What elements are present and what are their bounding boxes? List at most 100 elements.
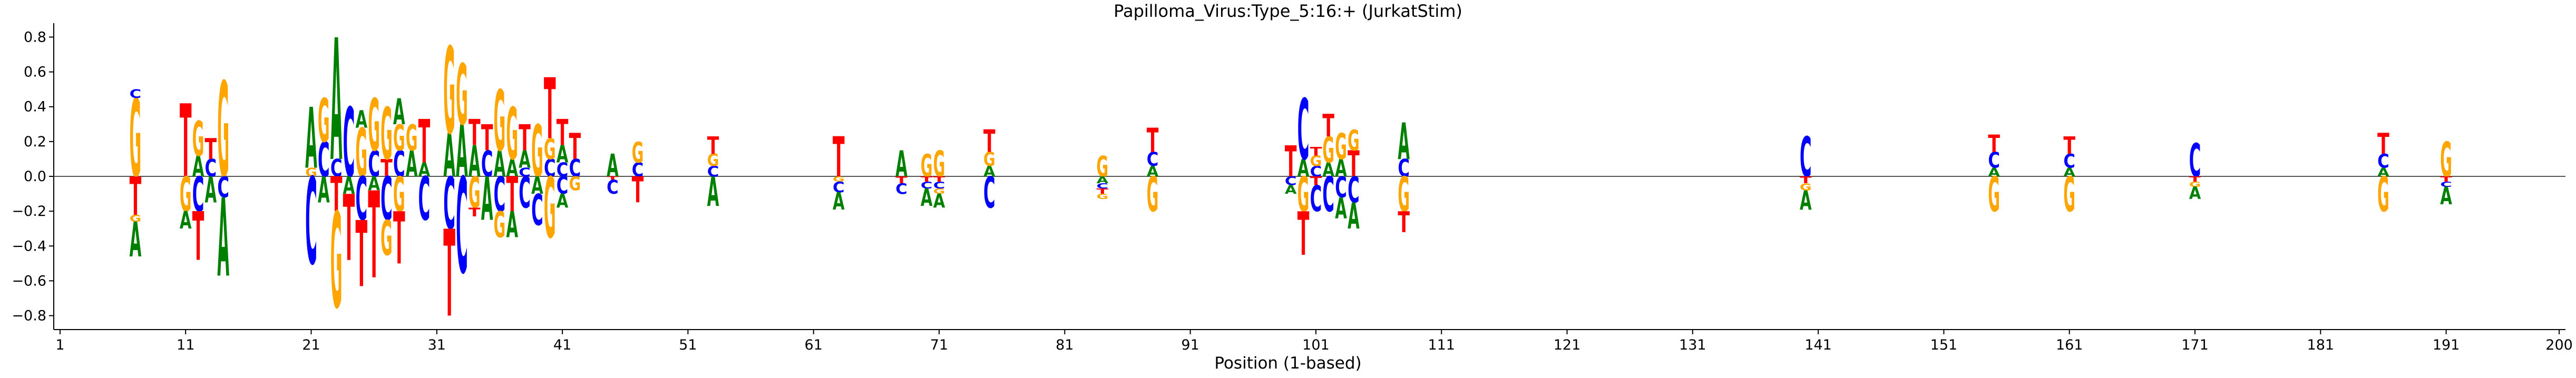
logo-letter-c: C xyxy=(456,150,468,303)
logo-letter-t: T xyxy=(544,62,556,158)
logo-letter-a: A xyxy=(217,177,229,302)
logo-letter-a: A xyxy=(1335,192,1347,226)
logo-letter-g: G xyxy=(2063,167,2075,223)
logo-letter-g: G xyxy=(305,165,317,179)
logo-letter-g: G xyxy=(921,147,933,184)
logo-letter-g: G xyxy=(217,54,229,207)
logo-letter-t: T xyxy=(130,166,142,227)
logo-letter-a: A xyxy=(1322,158,1334,181)
logo-letter-a: A xyxy=(481,164,493,234)
logo-letter-g: G xyxy=(544,133,556,166)
logo-letter-g: G xyxy=(1297,167,1310,223)
logo-letter-c: C xyxy=(933,180,945,191)
logo-letter-a: A xyxy=(983,163,996,180)
logo-letter-a: A xyxy=(1285,183,1297,197)
logo-letter-a: A xyxy=(356,106,368,133)
logo-letter-c: C xyxy=(192,167,204,223)
logo-letter-g: G xyxy=(833,175,845,184)
x-tick-label: 131 xyxy=(1679,337,1706,353)
logo-letter-t: T xyxy=(983,124,996,160)
logo-letter-c: C xyxy=(2377,150,2389,172)
logo-letter-c: C xyxy=(607,176,619,198)
logo-letter-t: T xyxy=(205,132,217,166)
logo-letter-a: A xyxy=(2440,182,2452,210)
logo-letter-g: G xyxy=(1096,193,1108,201)
logo-letter-c: C xyxy=(1096,182,1108,191)
x-tick-label: 11 xyxy=(177,337,194,353)
logo-letter-c: C xyxy=(1988,147,2000,173)
logo-letter-a: A xyxy=(607,148,619,184)
logo-letter-g: G xyxy=(1398,167,1410,223)
chart-title: Papilloma_Virus:Type_5:16:+ (JurkatStim) xyxy=(1114,1,1462,21)
x-tick-label: 71 xyxy=(930,337,948,353)
logo-letter-c: C xyxy=(833,179,845,196)
logo-letter-a: A xyxy=(1335,154,1347,182)
x-tick-label: 1 xyxy=(55,337,64,353)
logo-letter-a: A xyxy=(305,90,317,187)
logo-letter-g: G xyxy=(494,205,506,246)
logo-letter-a: A xyxy=(1988,166,2000,180)
logo-letter-t: T xyxy=(1297,200,1310,269)
logo-letter-a: A xyxy=(557,190,569,212)
logo-letter-g: G xyxy=(1322,130,1334,172)
logo-letter-a: A xyxy=(343,172,355,199)
logo-letter-a: A xyxy=(1096,174,1108,186)
y-tick-label: −0.6 xyxy=(12,273,46,289)
logo-letter-g: G xyxy=(983,148,996,171)
logo-letter-t: T xyxy=(557,112,569,154)
logo-letter-t: T xyxy=(192,198,204,276)
logo-letter-t: T xyxy=(1310,174,1322,188)
logo-letter-g: G xyxy=(318,87,330,156)
logo-letter-c: C xyxy=(318,132,330,188)
logo-letter-c: C xyxy=(1398,155,1410,183)
logo-letter-a: A xyxy=(1800,185,1812,216)
logo-letter-g: G xyxy=(192,111,204,167)
logo-letter-t: T xyxy=(180,84,192,201)
logo-letter-g: G xyxy=(1096,151,1108,184)
logo-letter-g: G xyxy=(130,77,142,202)
y-tick-label: 0.0 xyxy=(24,168,46,185)
logo-letter-t: T xyxy=(569,125,581,167)
logo-letter-c: C xyxy=(494,167,506,223)
logo-letter-g: G xyxy=(1310,153,1322,170)
logo-letter-t: T xyxy=(833,126,845,190)
logo-letter-a: A xyxy=(506,154,518,182)
x-tick-label: 181 xyxy=(2307,337,2335,353)
logo-letter-g: G xyxy=(494,73,506,170)
logo-letter-c: C xyxy=(481,144,493,185)
logo-letter-t: T xyxy=(330,168,343,223)
logo-letter-t: T xyxy=(1348,143,1360,185)
logo-letter-t: T xyxy=(506,168,518,223)
logo-letter-c: C xyxy=(330,155,343,183)
y-tick-label: 0.6 xyxy=(24,64,46,81)
logo-letter-c: C xyxy=(569,155,581,183)
logo-letter-a: A xyxy=(456,111,468,194)
logo-letter-c: C xyxy=(531,185,543,235)
logo-letter-t: T xyxy=(1398,205,1410,239)
logo-letter-c: C xyxy=(356,165,368,234)
logo-letter-a: A xyxy=(506,204,518,246)
logo-letter-a: A xyxy=(368,172,380,195)
logo-letter-g: G xyxy=(469,169,481,218)
logo-letter-t: T xyxy=(1147,121,1159,160)
logo-letter-t: T xyxy=(380,155,393,182)
logo-letter-g: G xyxy=(933,187,945,196)
logo-letter-a: A xyxy=(330,5,343,199)
logo-letter-c: C xyxy=(305,154,317,292)
logo-letter-a: A xyxy=(933,190,945,212)
logo-letter-a: A xyxy=(895,144,908,185)
x-tick-label: 101 xyxy=(1302,337,1330,353)
logo-letter-a: A xyxy=(519,146,531,173)
logo-letter-g: G xyxy=(2377,167,2389,223)
logo-letter-c: C xyxy=(443,163,455,246)
logo-letter-t: T xyxy=(519,117,531,159)
logo-letter-a: A xyxy=(531,172,543,199)
logo-letter-c: C xyxy=(130,87,142,101)
logo-letter-c: C xyxy=(2189,135,2201,187)
logo-letter-a: A xyxy=(557,141,569,168)
logo-letter-c: C xyxy=(1800,126,1812,190)
x-tick-label: 41 xyxy=(553,337,571,353)
logo-letter-a: A xyxy=(1398,113,1410,171)
logo-letter-a: A xyxy=(2189,184,2201,203)
x-tick-label: 61 xyxy=(805,337,823,353)
